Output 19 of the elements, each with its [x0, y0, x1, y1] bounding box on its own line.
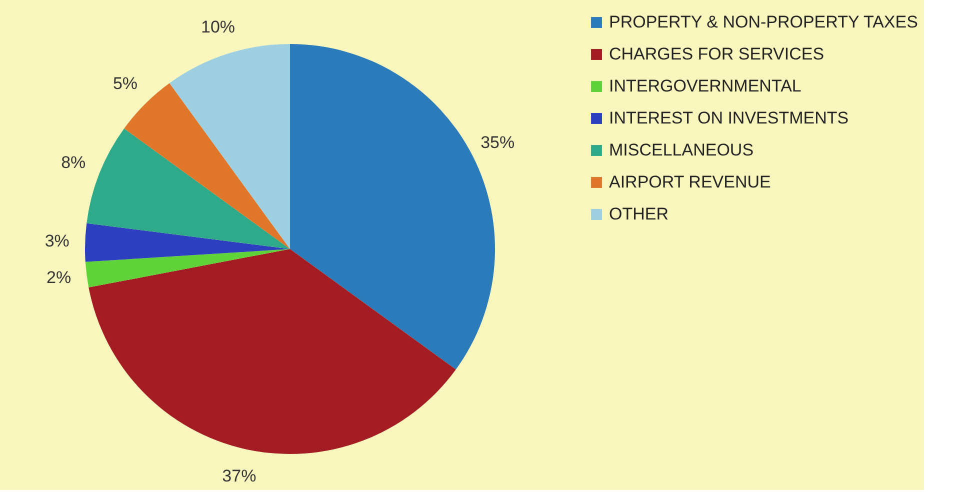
data-label: 10%: [200, 17, 236, 36]
pie-slice: [88, 249, 456, 454]
pie-slice: [86, 128, 290, 249]
legend-label: INTERGOVERNMENTAL: [609, 76, 802, 96]
legend-label: MISCELLANEOUS: [609, 140, 754, 160]
data-label: 2%: [46, 268, 72, 288]
data-label: 5%: [112, 74, 138, 94]
legend-label: AIRPORT REVENUE: [609, 172, 771, 192]
legend-label: PROPERTY & NON-PROPERTY TAXES: [609, 12, 918, 32]
legend-label: INTEREST ON INVESTMENTS: [609, 108, 849, 128]
pie-slice: [85, 249, 290, 288]
legend-label: OTHER: [609, 204, 668, 224]
legend-label: CHARGES FOR SERVICES: [609, 44, 824, 64]
data-label: 8%: [61, 153, 86, 172]
data-label: 35%: [480, 133, 515, 152]
data-label: 37%: [222, 466, 256, 486]
data-label: 3%: [44, 232, 70, 251]
pie-slice: [85, 223, 290, 262]
pie-slice: [170, 44, 290, 249]
